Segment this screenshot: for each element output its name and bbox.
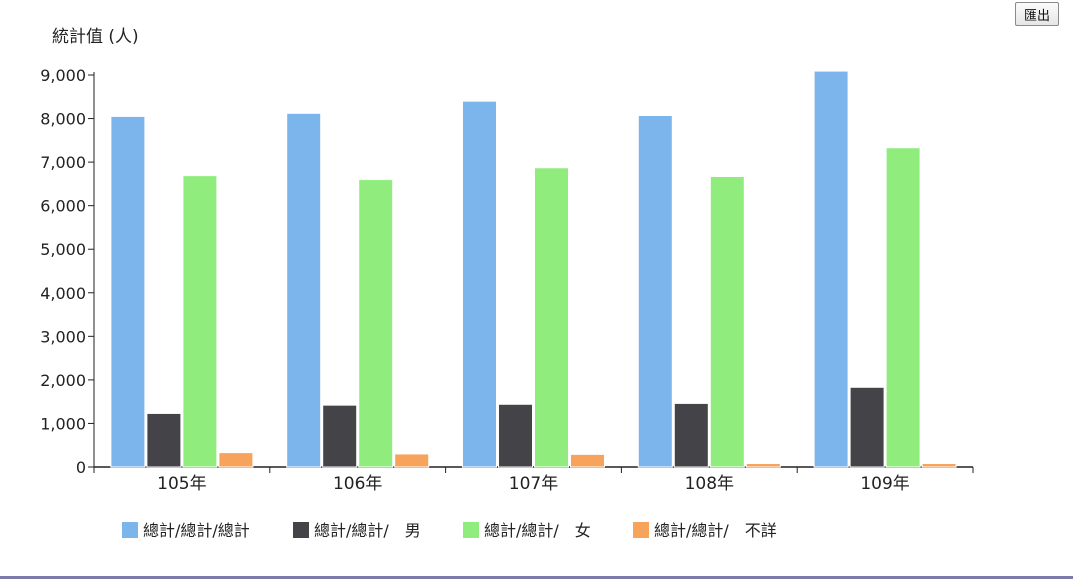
bars [111, 71, 956, 467]
bar[interactable] [746, 464, 780, 467]
y-tick-label: 7,000 [40, 153, 86, 172]
bar[interactable] [219, 453, 253, 467]
y-axis: 0 1,000 2,000 3,000 4,000 5,000 6,000 7,000 8,00… [40, 66, 94, 477]
bar[interactable] [183, 176, 217, 467]
bar[interactable] [535, 168, 569, 467]
bar[interactable] [571, 454, 605, 467]
legend: 總計/總計/總計 總計/總計/ 男 總計/總計/ 女 總計/總計/ 不詳 [122, 521, 777, 540]
bar[interactable] [499, 404, 533, 467]
bar[interactable] [674, 403, 708, 467]
bar[interactable] [359, 180, 393, 467]
bar[interactable] [323, 405, 357, 467]
legend-item[interactable]: 總計/總計/ 男 [293, 521, 421, 540]
y-axis-title: 統計值 (人) [52, 27, 139, 47]
y-tick-label: 3,000 [40, 327, 86, 346]
bar[interactable] [111, 116, 145, 467]
legend-item[interactable]: 總計/總計/ 女 [463, 521, 591, 540]
bar[interactable] [886, 148, 920, 467]
y-tick-label: 4,000 [40, 284, 86, 303]
bar[interactable] [922, 464, 956, 467]
legend-item[interactable]: 總計/總計/ 不詳 [633, 521, 777, 540]
bar[interactable] [147, 413, 181, 467]
y-tick-label: 0 [76, 458, 86, 477]
legend-label: 總計/總計/總計 [143, 521, 250, 540]
bar[interactable] [638, 116, 672, 467]
y-tick-label: 5,000 [40, 240, 86, 259]
bar[interactable] [463, 101, 497, 467]
x-tick-label: 107年 [509, 474, 558, 494]
y-tick-label: 6,000 [40, 197, 86, 216]
x-tick-label: 109年 [860, 474, 909, 494]
bar[interactable] [395, 454, 429, 467]
legend-swatch [122, 522, 138, 538]
legend-item[interactable]: 總計/總計/總計 [122, 521, 250, 540]
x-axis: 105年 106年 107年 108年 109年 [94, 467, 973, 494]
y-tick-label: 1,000 [40, 414, 86, 433]
y-tick-label: 9,000 [40, 66, 86, 85]
bar[interactable] [287, 113, 321, 467]
legend-label: 總計/總計/ 男 [314, 521, 421, 540]
x-tick-label: 108年 [685, 474, 734, 494]
legend-swatch [293, 522, 309, 538]
legend-swatch [633, 522, 649, 538]
x-tick-label: 105年 [157, 474, 206, 494]
bar[interactable] [710, 176, 744, 467]
y-tick-label: 8,000 [40, 110, 86, 129]
y-tick-label: 2,000 [40, 371, 86, 390]
legend-label: 總計/總計/ 不詳 [654, 521, 777, 540]
bottom-border [0, 576, 1073, 579]
legend-label: 總計/總計/ 女 [484, 521, 591, 540]
legend-swatch [463, 522, 479, 538]
x-tick-label: 106年 [333, 474, 382, 494]
bar[interactable] [850, 387, 884, 467]
bar[interactable] [814, 71, 848, 467]
